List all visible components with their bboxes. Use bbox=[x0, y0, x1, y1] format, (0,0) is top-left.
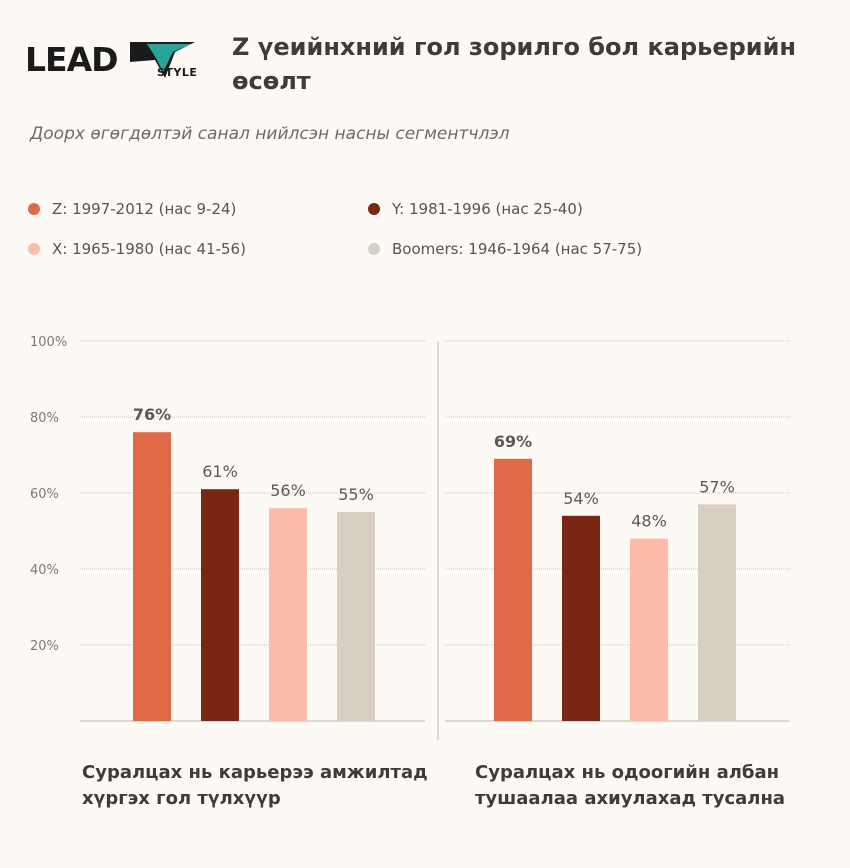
brand-logo: LEAD STYLE bbox=[25, 30, 200, 90]
legend-label-x: X: 1965-1980 (нас 41-56) bbox=[52, 240, 246, 258]
page-subtitle: Доорх өгөгдөлтэй санал нийлсэн насны сег… bbox=[30, 124, 510, 144]
y-tick-label: 40% bbox=[30, 563, 59, 578]
data-label: 54% bbox=[563, 489, 599, 508]
legend-dot-y bbox=[368, 203, 380, 215]
data-label: 56% bbox=[270, 481, 306, 500]
bar bbox=[562, 515, 600, 721]
data-label: 57% bbox=[699, 477, 735, 496]
logo-wing-icon bbox=[130, 42, 195, 78]
legend-item-y: Y: 1981-1996 (нас 25-40) bbox=[368, 200, 583, 218]
bar bbox=[133, 432, 171, 721]
bar bbox=[269, 508, 307, 721]
data-label: 69% bbox=[494, 432, 532, 451]
bar bbox=[630, 538, 668, 721]
legend-dot-z bbox=[28, 203, 40, 215]
logo-wordmark: LEAD bbox=[25, 40, 119, 79]
page-title: Z үеийнхний гол зорилго бол карьерийн өс… bbox=[232, 33, 796, 95]
legend-item-boomers: Boomers: 1946-1964 (нас 57-75) bbox=[368, 240, 642, 258]
y-tick-label: 20% bbox=[30, 639, 59, 654]
y-tick-label: 80% bbox=[30, 411, 59, 426]
panel-label-right: Суралцах нь одоогийн албан тушаалаа ахиу… bbox=[475, 762, 786, 809]
logo-suffix: STYLE bbox=[157, 66, 198, 79]
bar-chart: 20% 40% 60% 80% 100% 76% 61% 56% 55% 69% 54% 48% 57% bbox=[30, 335, 790, 740]
y-tick-label: 60% bbox=[30, 487, 59, 502]
legend-label-y: Y: 1981-1996 (нас 25-40) bbox=[392, 200, 583, 218]
legend-dot-boomers bbox=[368, 243, 380, 255]
legend-label-boomers: Boomers: 1946-1964 (нас 57-75) bbox=[392, 240, 643, 258]
data-label: 61% bbox=[202, 462, 238, 481]
legend-item-z: Z: 1997-2012 (нас 9-24) bbox=[28, 200, 236, 218]
legend-dot-x bbox=[28, 243, 40, 255]
bar bbox=[201, 489, 239, 721]
legend-label-z: Z: 1997-2012 (нас 9-24) bbox=[52, 200, 237, 218]
data-label: 55% bbox=[338, 485, 374, 504]
bar bbox=[494, 458, 532, 721]
legend-item-x: X: 1965-1980 (нас 41-56) bbox=[28, 240, 246, 258]
y-tick-label: 100% bbox=[30, 335, 67, 350]
bar bbox=[698, 504, 736, 721]
data-label: 48% bbox=[631, 512, 667, 531]
bar bbox=[337, 512, 375, 721]
data-label: 76% bbox=[133, 405, 171, 424]
panel-label-left: Суралцах нь карьерээ амжилтад хүргэх гол… bbox=[82, 762, 428, 809]
